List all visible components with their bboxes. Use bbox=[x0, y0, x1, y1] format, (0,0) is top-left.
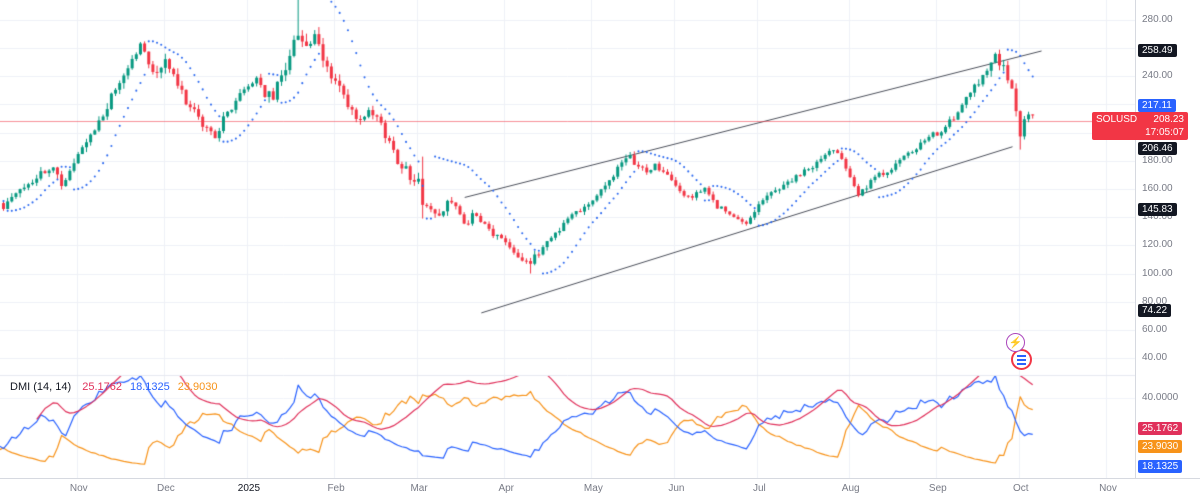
price-axis-label: 100.00 bbox=[1142, 267, 1173, 279]
dmi-value-minus-di: 23.9030 bbox=[177, 381, 218, 393]
price-axis-label: 180.00 bbox=[1142, 154, 1173, 166]
price-axis-label: 120.00 bbox=[1142, 239, 1173, 251]
dmi-value-adx: 25.1762 bbox=[82, 381, 122, 393]
time-axis-label: Nov bbox=[69, 483, 88, 494]
time-axis-label: Jun bbox=[668, 483, 685, 494]
time-axis-label: Nov bbox=[1099, 483, 1117, 494]
time-axis-label: 2025 bbox=[237, 483, 261, 494]
price-axis-label: 280.00 bbox=[1142, 13, 1173, 25]
dmi-value-plus-di: 18.1325 bbox=[129, 381, 170, 393]
dmi-title[interactable]: DMI (14, 14) bbox=[10, 381, 72, 393]
price-axis-label: 140.00 bbox=[1142, 211, 1173, 223]
dmi-legend: DMI (14, 14) 25.1762 18.1325 23.9030 bbox=[10, 381, 226, 393]
gauge-icon[interactable] bbox=[1011, 349, 1032, 370]
time-axis-label: Feb bbox=[327, 483, 345, 494]
time-axis-label: Oct bbox=[1013, 483, 1029, 494]
time-axis-label: Apr bbox=[498, 483, 514, 494]
price-axis-label: 160.00 bbox=[1142, 183, 1173, 194]
price-axis[interactable]: 280.00 240.00 180.00 160.00 140.00 120.00 100.… bbox=[1135, 0, 1200, 478]
boost-icon[interactable]: ⚡ bbox=[1006, 333, 1025, 352]
time-axis-label: Mar bbox=[410, 483, 428, 494]
price-axis-label: 240.00 bbox=[1142, 70, 1173, 82]
dmi-axis-label: 40.0000 bbox=[1142, 392, 1179, 403]
time-axis-label: Sep bbox=[928, 483, 947, 494]
gauge-icon-bar bbox=[1017, 362, 1026, 365]
time-axis-label: Dec bbox=[157, 483, 175, 494]
gauge-icon-bar bbox=[1017, 354, 1026, 357]
time-axis-label: Aug bbox=[841, 483, 860, 494]
price-axis-label: 80.00 bbox=[1142, 295, 1168, 307]
price-axis-label: 60.00 bbox=[1142, 323, 1168, 335]
chart-canvas[interactable] bbox=[0, 0, 1135, 478]
time-axis-label: Jul bbox=[752, 483, 766, 494]
time-axis-label: May bbox=[583, 483, 603, 494]
price-axis-label: 40.00 bbox=[1142, 352, 1168, 363]
time-axis[interactable]: Nov Dec 2025 Feb Mar Apr May Jun Jul Aug Sep Oct Nov bbox=[0, 478, 1200, 500]
gauge-icon-bar bbox=[1017, 358, 1026, 361]
dmi-values: 25.1762 18.1325 23.9030 bbox=[82, 381, 225, 393]
